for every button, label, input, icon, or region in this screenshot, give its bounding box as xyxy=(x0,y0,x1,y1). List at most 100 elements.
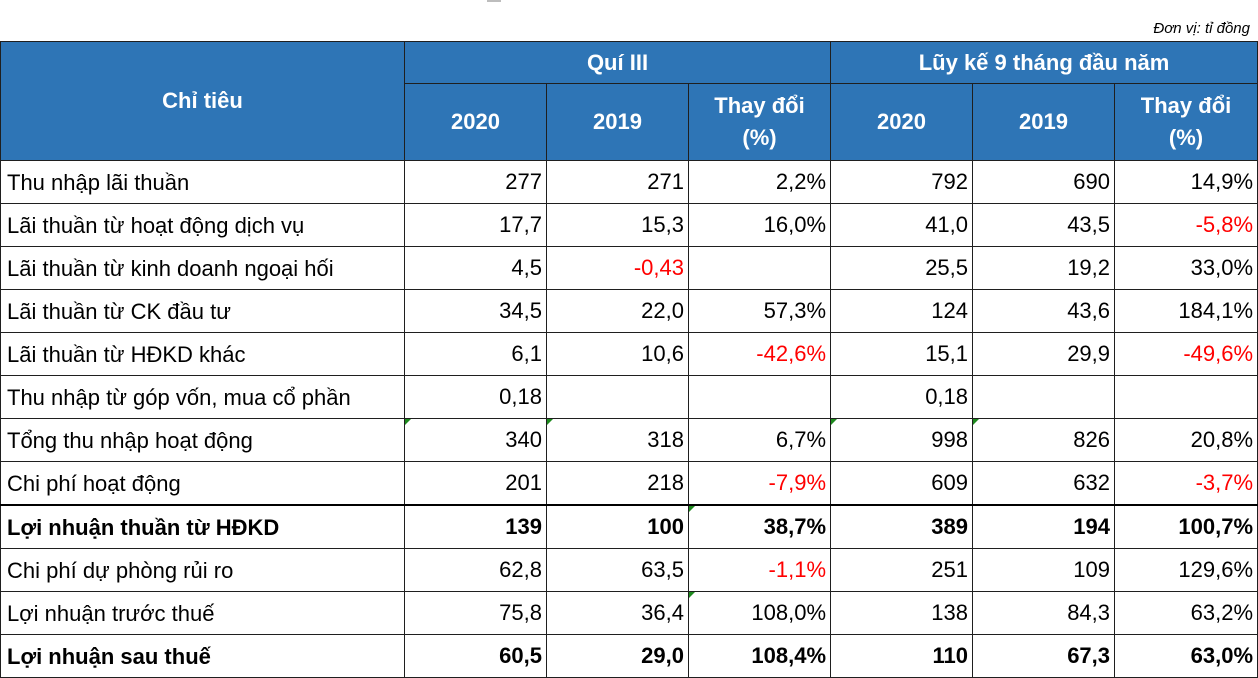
error-indicator-icon xyxy=(689,506,695,512)
cell-value: 0,18 xyxy=(499,384,542,409)
table-row: Lãi thuần từ kinh doanh ngoại hối 4,5 -0,4… xyxy=(0,246,1258,290)
cell-ytd-change: 63,2% xyxy=(1114,591,1258,635)
cell-value: 826 xyxy=(1073,427,1111,452)
cell-value: 218 xyxy=(647,470,684,495)
cell-q3-change: 108,4% xyxy=(687,634,832,678)
cell-q3-2020: 0,18 xyxy=(404,375,547,419)
cell-q3-2019: -0,43 xyxy=(546,246,689,290)
cell-value: 100,7% xyxy=(1178,514,1254,539)
cell-value: 60,5 xyxy=(499,643,542,668)
cell-value: 25,5 xyxy=(925,255,969,280)
cell-q3-change: 108,0% xyxy=(687,591,832,635)
cell-value: 36,4 xyxy=(641,600,684,625)
cell-value: 277 xyxy=(505,169,542,194)
row-label: Lãi thuần từ hoạt động dịch vụ xyxy=(0,203,405,247)
cell-ytd-2020: 251 xyxy=(830,548,974,592)
cell-value: 389 xyxy=(931,514,969,539)
cell-value: 124 xyxy=(931,298,969,323)
cell-value: 100 xyxy=(647,514,684,539)
cell-value: 62,8 xyxy=(499,557,542,582)
error-indicator-icon xyxy=(547,419,553,425)
cell-value: -7,9% xyxy=(768,470,827,495)
row-label: Lợi nhuận thuần từ HĐKD xyxy=(0,504,405,549)
cell-q3-change: -1,1% xyxy=(687,548,832,592)
row-label: Lợi nhuận sau thuế xyxy=(0,634,405,678)
cell-value: -49,6% xyxy=(1183,341,1254,366)
cell-ytd-change: 63,0% xyxy=(1114,634,1258,678)
cell-value: 318 xyxy=(647,427,684,452)
cell-q3-2020: 201 xyxy=(404,461,547,506)
table-body: Thu nhập lãi thuần 277 271 2,2% 792 690 14,9% L… xyxy=(0,160,1258,678)
cell-ytd-change: 14,9% xyxy=(1114,160,1258,204)
cell-q3-2019: 218 xyxy=(546,461,689,506)
error-indicator-icon xyxy=(831,419,838,425)
header-q3-2020: 2020 xyxy=(404,83,547,161)
cell-ytd-change xyxy=(1114,375,1258,419)
cell-value: 84,3 xyxy=(1067,600,1111,625)
cell-value: 271 xyxy=(647,169,684,194)
table-row: Lãi thuần từ hoạt động dịch vụ 17,7 15,3 16… xyxy=(0,203,1258,247)
row-label: Tổng thu nhập hoạt động xyxy=(0,418,405,462)
header-group-9m: Lũy kế 9 tháng đầu năm xyxy=(830,41,1258,84)
cell-value: 110 xyxy=(932,643,969,668)
cell-q3-change: 57,3% xyxy=(687,289,832,333)
cell-value: -42,6% xyxy=(756,341,827,366)
cell-value: 63,0% xyxy=(1190,643,1254,668)
cell-q3-2020: 277 xyxy=(404,160,547,204)
cell-q3-2019 xyxy=(546,375,689,419)
cell-ytd-2019: 84,3 xyxy=(972,591,1116,635)
cell-ytd-2019: 43,6 xyxy=(972,289,1116,333)
cell-q3-change: 16,0% xyxy=(687,203,832,247)
cell-ytd-change: -49,6% xyxy=(1114,332,1258,376)
table-row: Chi phí hoạt động 201 218 -7,9% 609 632 -3,7% xyxy=(0,461,1258,506)
cell-value: 0,18 xyxy=(925,384,969,409)
cell-value: 251 xyxy=(931,557,969,582)
financial-table: Chỉ tiêu Quí III Lũy kế 9 tháng đầu năm … xyxy=(0,41,1258,678)
cell-value: 29,9 xyxy=(1067,341,1111,366)
cell-ytd-change: -3,7% xyxy=(1114,461,1258,506)
cell-ytd-2019 xyxy=(972,375,1116,419)
unit-note: Đơn vị: tỉ đồng xyxy=(1153,20,1250,37)
cell-value: 201 xyxy=(505,470,542,495)
cell-ytd-change: 20,8% xyxy=(1114,418,1258,462)
cell-value: 43,6 xyxy=(1067,298,1111,323)
cell-q3-change: -7,9% xyxy=(687,461,832,506)
header-ytd-2020: 2020 xyxy=(830,83,974,161)
cell-q3-2019: 63,5 xyxy=(546,548,689,592)
cell-q3-2020: 139 xyxy=(404,504,547,549)
table-row: Lãi thuần từ HĐKD khác 6,1 10,6 -42,6% 15,1 2… xyxy=(0,332,1258,376)
cell-value: 43,5 xyxy=(1067,212,1111,237)
cell-ytd-2019: 632 xyxy=(972,461,1116,506)
error-indicator-icon xyxy=(405,419,411,425)
cell-q3-2020: 75,8 xyxy=(404,591,547,635)
cell-value: 138 xyxy=(931,600,969,625)
cell-q3-2020: 340 xyxy=(404,418,547,462)
cell-value: 67,3 xyxy=(1067,643,1111,668)
cell-ytd-2020: 389 xyxy=(830,504,974,549)
cell-ytd-2020: 25,5 xyxy=(830,246,974,290)
table-row: Lợi nhuận sau thuế 60,5 29,0 108,4% 110 67,3 6… xyxy=(0,634,1258,678)
cell-value: 6,1 xyxy=(511,341,542,366)
cell-ytd-2020: 792 xyxy=(830,160,974,204)
top-dash-mark xyxy=(487,0,501,2)
cell-ytd-2020: 609 xyxy=(830,461,974,506)
cell-value: 340 xyxy=(505,427,542,452)
cell-value: 57,3% xyxy=(763,298,827,323)
cell-value: 108,0% xyxy=(751,600,827,625)
row-label: Lãi thuần từ HĐKD khác xyxy=(0,332,405,376)
cell-ytd-2020: 41,0 xyxy=(830,203,974,247)
cell-value: -0,43 xyxy=(633,255,684,280)
cell-q3-change: 6,7% xyxy=(687,418,832,462)
cell-ytd-2019: 43,5 xyxy=(972,203,1116,247)
cell-value: 632 xyxy=(1073,470,1111,495)
cell-value: 2,2% xyxy=(775,169,827,194)
row-label: Lãi thuần từ kinh doanh ngoại hối xyxy=(0,246,405,290)
cell-ytd-change: 129,6% xyxy=(1114,548,1258,592)
cell-ytd-change: -5,8% xyxy=(1114,203,1258,247)
cell-value: 33,0% xyxy=(1190,255,1254,280)
cell-value: 129,6% xyxy=(1178,557,1254,582)
row-label: Chi phí dự phòng rủi ro xyxy=(0,548,405,592)
cell-value: 4,5 xyxy=(511,255,542,280)
cell-q3-2019: 29,0 xyxy=(546,634,689,678)
cell-ytd-2020: 110 xyxy=(830,634,974,678)
